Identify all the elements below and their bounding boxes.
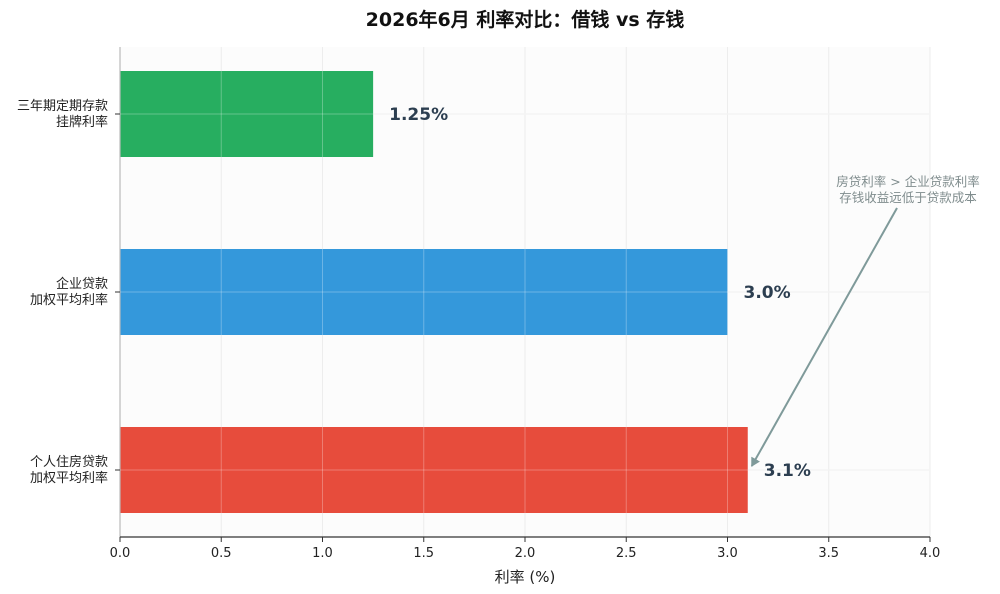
labels: 0.0 0.5 1.0 1.5 2.0 2.5 3.0 3.5 4.0 三年期定期存款挂牌利率企业…	[17, 99, 980, 561]
bar	[120, 249, 728, 335]
x-tick-label: 0.0	[110, 546, 131, 561]
y-tick-label-line: 挂牌利率	[56, 114, 108, 130]
x-tick-label: 1.5	[413, 546, 434, 561]
y-tick-label: 企业贷款加权平均利率	[30, 276, 108, 308]
chart-title: 2026年6月 利率对比：借钱 vs 存钱	[366, 8, 685, 31]
x-axis-title: 利率 (%)	[495, 568, 556, 586]
data-label: 1.25%	[389, 105, 448, 125]
data-label: 3.0%	[744, 283, 791, 303]
x-tick-label: 4.0	[920, 546, 941, 561]
y-tick-label-line: 企业贷款	[56, 276, 108, 292]
y-tick-label-line: 个人住房贷款	[30, 454, 108, 470]
y-tick-label-line: 加权平均利率	[30, 470, 108, 486]
bars	[119, 47, 931, 537]
x-tick-label: 3.5	[818, 546, 839, 561]
annotation-line: 房贷利率 > 企业贷款利率	[836, 174, 979, 189]
y-tick-label: 三年期定期存款挂牌利率	[17, 99, 108, 130]
x-tick-label: 2.0	[515, 546, 536, 561]
bar	[120, 71, 374, 157]
annotation-line: 存钱收益远低于贷款成本	[839, 190, 977, 205]
y-tick-label-line: 加权平均利率	[30, 292, 108, 308]
y-tick-label: 个人住房贷款加权平均利率	[30, 454, 108, 486]
x-tick-label: 1.0	[312, 546, 333, 561]
annotation-arrow	[750, 207, 898, 467]
data-label: 3.1%	[764, 461, 811, 481]
bar	[120, 427, 748, 513]
x-tick-label: 0.5	[211, 546, 232, 561]
x-tick-label: 3.0	[717, 546, 738, 561]
axes	[115, 47, 931, 542]
y-tick-label-line: 三年期定期存款	[17, 99, 108, 114]
annotation-text: 房贷利率 > 企业贷款利率存钱收益远低于贷款成本	[836, 174, 979, 205]
x-tick-label: 2.5	[616, 546, 637, 561]
